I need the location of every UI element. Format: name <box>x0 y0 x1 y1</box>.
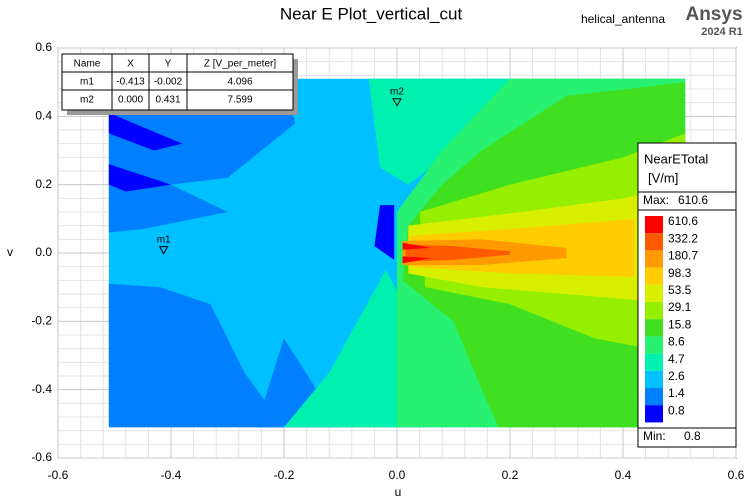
y-tick-label: 0.6 <box>35 40 52 54</box>
y-tick-label: 0.0 <box>35 245 52 259</box>
legend-unit: [V/m] <box>648 170 678 185</box>
project-name: helical_antenna <box>581 12 665 26</box>
brand: Ansys <box>685 4 742 25</box>
legend-level: 29.1 <box>668 300 692 314</box>
legend-title: NearETotal <box>644 151 708 166</box>
contour-region <box>108 112 183 151</box>
contour-region <box>402 256 431 264</box>
legend-swatch <box>645 302 663 320</box>
table-cell: 4.096 <box>227 77 252 88</box>
legend-level: 4.7 <box>668 352 685 366</box>
x-tick-label: -0.2 <box>274 468 295 482</box>
contour-region <box>108 283 284 428</box>
legend-max-label: Max: <box>643 193 669 207</box>
table-header: Y <box>165 59 172 70</box>
legend-level: 53.5 <box>668 283 692 297</box>
legend-swatch <box>645 370 663 388</box>
y-tick-label: -0.4 <box>31 382 52 396</box>
legend-swatch <box>645 319 663 337</box>
table-cell: m2 <box>80 95 94 106</box>
legend-swatch <box>645 233 663 251</box>
contour-region <box>368 78 522 185</box>
legend-swatch <box>645 284 663 302</box>
legend-level: 0.8 <box>668 403 685 417</box>
version: 2024 R1 <box>701 26 743 38</box>
contour-region <box>108 85 296 233</box>
table-cell: 0.000 <box>118 95 143 106</box>
legend-min-label: Min: <box>643 429 666 443</box>
y-tick-label: 0.4 <box>35 109 52 123</box>
legend-swatch <box>645 250 663 268</box>
legend-level: 2.6 <box>668 369 685 383</box>
legend-swatch <box>645 353 663 371</box>
legend-swatch <box>645 267 663 285</box>
contour-region <box>402 242 431 250</box>
legend-level: 610.6 <box>668 214 698 228</box>
legend-level: 98.3 <box>668 266 692 280</box>
legend-swatch <box>645 388 663 406</box>
legend-level: 332.2 <box>668 231 698 245</box>
contour-region <box>284 270 426 428</box>
contour-region <box>405 244 510 262</box>
contour-region <box>374 205 395 260</box>
legend-min: 0.8 <box>684 429 701 443</box>
marker-label: m2 <box>390 86 404 97</box>
table-cell: -0.413 <box>116 77 145 88</box>
table-header: Z [V_per_meter] <box>204 59 276 70</box>
y-tick-label: 0.2 <box>35 177 52 191</box>
x-tick-label: -0.6 <box>48 468 69 482</box>
x-axis-label: u <box>395 485 402 499</box>
legend-swatch <box>645 336 663 354</box>
legend-level: 8.6 <box>668 335 685 349</box>
table-cell: m1 <box>80 77 94 88</box>
y-tick-label: -0.6 <box>31 450 52 464</box>
legend-level: 180.7 <box>668 249 698 263</box>
legend-swatch <box>645 405 663 423</box>
marker <box>158 246 169 255</box>
table-cell: -0.002 <box>154 77 183 88</box>
x-tick-label: 0.6 <box>728 468 745 482</box>
table-box <box>61 53 294 111</box>
x-tick-label: 0.2 <box>502 468 519 482</box>
table-header: Name <box>74 59 101 70</box>
table-header: X <box>127 59 134 70</box>
table-cell: 7.599 <box>227 95 252 106</box>
legend-level: 15.8 <box>668 317 692 331</box>
x-tick-label: -0.4 <box>161 468 182 482</box>
legend-level: 1.4 <box>668 386 685 400</box>
y-tick-label: -0.2 <box>31 314 52 328</box>
marker-label: m1 <box>157 234 171 245</box>
y-axis-label: v <box>7 245 13 259</box>
marker <box>392 98 402 107</box>
x-tick-label: 0.0 <box>389 468 406 482</box>
chart-title: Near E Plot_vertical_cut <box>280 4 463 23</box>
table-cell: 0.431 <box>155 95 180 106</box>
contour-region <box>108 164 171 192</box>
legend-max: 610.6 <box>678 193 708 207</box>
legend-swatch <box>645 216 663 234</box>
x-tick-label: 0.4 <box>615 468 632 482</box>
